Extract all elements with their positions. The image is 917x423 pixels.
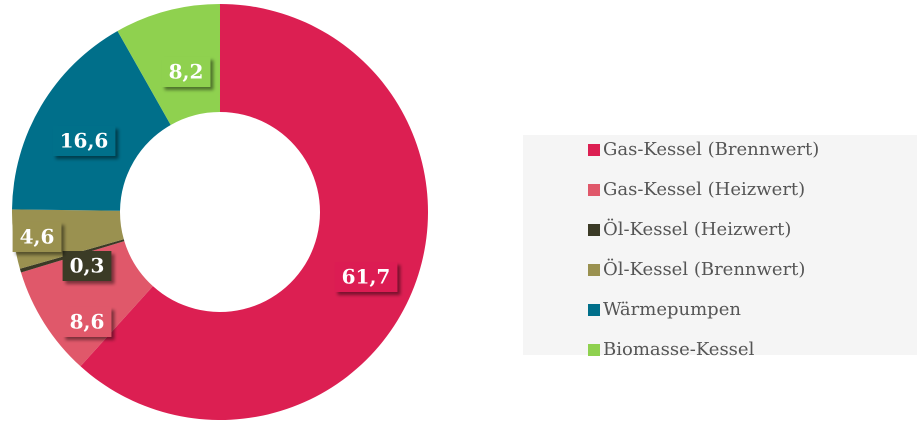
value-label-box — [62, 307, 112, 337]
value-label-box — [161, 57, 211, 87]
legend-swatch — [588, 184, 600, 196]
value-label-text: 16,6 — [60, 129, 109, 153]
value-label: 8,6 — [62, 307, 112, 337]
legend-label: Gas-Kessel (Heizwert) — [603, 179, 805, 200]
donut-slice — [12, 31, 171, 211]
legend-swatch — [588, 224, 600, 236]
legend-label: Öl-Kessel (Heizwert) — [603, 217, 791, 240]
legend-swatch — [588, 304, 600, 316]
legend-label: Öl-Kessel (Brennwert) — [603, 257, 805, 280]
value-label-text: 0,3 — [70, 254, 105, 278]
value-label-text: 4,6 — [20, 225, 55, 249]
value-label-text: 8,6 — [70, 310, 105, 334]
legend-swatch — [588, 264, 600, 276]
value-label: 0,3 — [62, 251, 112, 281]
value-label: 61,7 — [334, 262, 398, 292]
legend-label: Biomasse-Kessel — [603, 339, 755, 360]
donut-slice — [80, 4, 428, 420]
legend-label: Gas-Kessel (Brennwert) — [603, 139, 819, 160]
value-label-text: 8,2 — [169, 60, 204, 84]
value-label: 16,6 — [52, 126, 116, 156]
value-label-box — [52, 126, 116, 156]
value-label: 8,2 — [161, 57, 211, 87]
value-label-box — [334, 262, 398, 292]
legend-swatch — [588, 144, 600, 156]
value-label-text: 61,7 — [342, 265, 391, 289]
value-label-box — [62, 251, 112, 281]
legend-box — [523, 135, 917, 355]
legend-swatch — [588, 344, 600, 356]
legend-label: Wärmepumpen — [603, 299, 741, 320]
donut-slice — [21, 241, 153, 367]
value-label: 4,6 — [12, 222, 62, 252]
value-label-box — [12, 222, 62, 252]
